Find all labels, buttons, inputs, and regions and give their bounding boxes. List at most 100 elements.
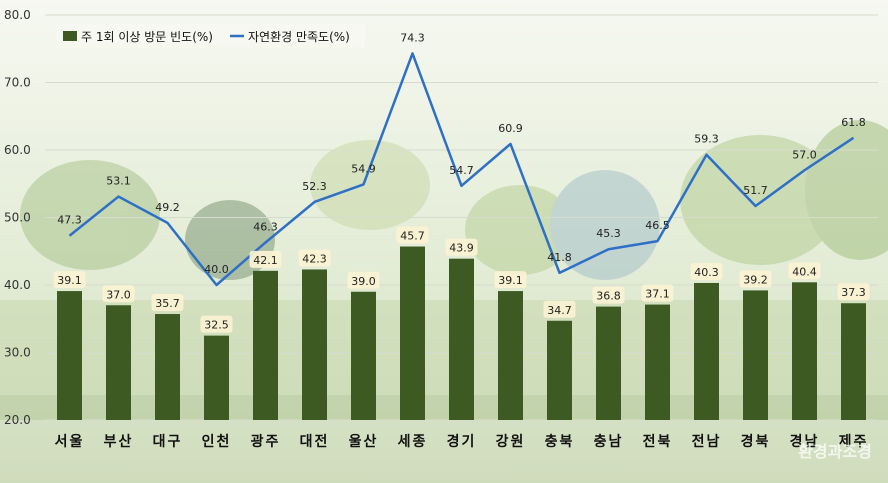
- bar: [351, 291, 376, 420]
- bar-value-label: 45.7: [400, 230, 425, 243]
- bar-value-label: 32.5: [204, 319, 229, 332]
- y-tick-label: 20.0: [4, 413, 31, 427]
- x-tick-label: 경북: [741, 433, 771, 450]
- x-tick-label: 경기: [447, 433, 477, 450]
- line-value-label: 49.2: [155, 201, 180, 214]
- bar-label-box: [396, 226, 429, 244]
- bar-value-label: 39.2: [743, 273, 768, 286]
- line-value-label: 59.3: [694, 133, 719, 146]
- x-tick-label: 인천: [202, 433, 232, 450]
- line-value-label: 61.8: [841, 116, 866, 129]
- line-value-label: 53.1: [106, 175, 131, 188]
- bar: [596, 306, 621, 420]
- line-value-label: 60.9: [498, 122, 523, 135]
- line-value-label: 47.3: [57, 214, 82, 227]
- line-value-label: 52.3: [302, 180, 327, 193]
- legend-bar-label: 주 1회 이상 방문 빈도(%): [81, 30, 213, 44]
- line-value-label: 40.0: [204, 263, 229, 276]
- bar-value-label: 43.9: [449, 242, 474, 255]
- bar-value-label: 42.1: [253, 254, 278, 267]
- line-value-label: 46.5: [645, 219, 670, 232]
- y-tick-label: 70.0: [4, 76, 31, 90]
- line-value-label: 51.7: [743, 184, 768, 197]
- bar: [792, 282, 817, 420]
- bar-value-label: 35.7: [155, 297, 180, 310]
- bar-label-box: [837, 283, 870, 301]
- line-value-label: 41.8: [547, 251, 572, 264]
- bar-label-box: [298, 249, 331, 267]
- bar-label-box: [445, 238, 478, 256]
- x-tick-label: 전북: [643, 433, 673, 450]
- bar-value-label: 34.7: [547, 304, 572, 317]
- bar-label-box: [200, 315, 233, 333]
- y-tick-label: 30.0: [4, 346, 31, 360]
- x-tick-label: 전남: [692, 433, 722, 450]
- bar: [841, 303, 866, 420]
- bar-value-label: 40.4: [792, 265, 817, 278]
- bar-label-box: [494, 271, 527, 289]
- y-tick-label: 50.0: [4, 211, 31, 225]
- bar: [694, 282, 719, 420]
- x-tick-label: 서울: [55, 433, 85, 450]
- line-value-label: 57.0: [792, 148, 817, 161]
- x-tick-label: 부산: [104, 433, 134, 450]
- line-value-label: 54.7: [449, 164, 474, 177]
- bar-label-box: [53, 271, 86, 289]
- legend: 주 1회 이상 방문 빈도(%) 자연환경 만족도(%): [56, 24, 366, 48]
- line-value-label: 45.3: [596, 227, 621, 240]
- x-tick-label: 강원: [496, 433, 526, 450]
- y-tick-label: 80.0: [4, 8, 31, 22]
- bar: [498, 291, 523, 420]
- bar-label-box: [102, 285, 135, 303]
- y-tick-label: 40.0: [4, 278, 31, 292]
- bar-label-box: [151, 294, 184, 312]
- bar-value-label: 42.3: [302, 252, 327, 265]
- bar-label-box: [347, 271, 380, 289]
- x-tick-label: 세종: [398, 434, 428, 450]
- x-tick-label: 충남: [594, 433, 624, 450]
- x-tick-label: 제주: [839, 434, 869, 450]
- bar-label-box: [739, 270, 772, 288]
- bar: [204, 335, 229, 420]
- bar: [400, 246, 425, 420]
- bar-value-label: 37.1: [645, 288, 670, 301]
- x-tick-label: 대전: [300, 433, 330, 450]
- y-tick-label: 60.0: [4, 143, 31, 157]
- bar: [302, 269, 327, 420]
- line-value-label: 54.9: [351, 162, 376, 175]
- line-value-label: 46.3: [253, 220, 278, 233]
- bar-label-box: [641, 284, 674, 302]
- bar-label-box: [690, 262, 723, 280]
- bar-value-label: 39.1: [57, 274, 82, 287]
- x-tick-label: 충북: [545, 434, 575, 450]
- bar-value-label: 39.0: [351, 275, 376, 288]
- legend-bar-swatch: [63, 31, 77, 41]
- bar-label-box: [249, 250, 282, 268]
- bar-label-box: [543, 300, 576, 318]
- bar-value-label: 39.1: [498, 274, 523, 287]
- bar: [57, 291, 82, 420]
- watermark: 환경과조경: [798, 442, 872, 461]
- bar: [449, 258, 474, 420]
- x-tick-label: 경남: [790, 433, 820, 450]
- legend-line-label: 자연환경 만족도(%): [248, 30, 350, 44]
- bar-label-box: [788, 262, 821, 280]
- bar: [106, 305, 131, 420]
- bar-value-label: 36.8: [596, 290, 621, 303]
- line-series: [68, 52, 855, 287]
- bar: [743, 290, 768, 420]
- x-tick-label: 광주: [251, 433, 281, 450]
- x-tick-label: 울산: [349, 433, 379, 450]
- bar: [253, 270, 278, 420]
- bar-value-label: 37.3: [841, 286, 866, 299]
- bar: [645, 304, 670, 420]
- bar: [547, 320, 572, 420]
- line-value-label: 74.3: [400, 31, 425, 44]
- bar-value-label: 37.0: [106, 288, 131, 301]
- legend-background: [56, 24, 366, 48]
- x-tick-label: 대구: [153, 434, 183, 450]
- bar-label-box: [592, 286, 625, 304]
- bar: [155, 314, 180, 420]
